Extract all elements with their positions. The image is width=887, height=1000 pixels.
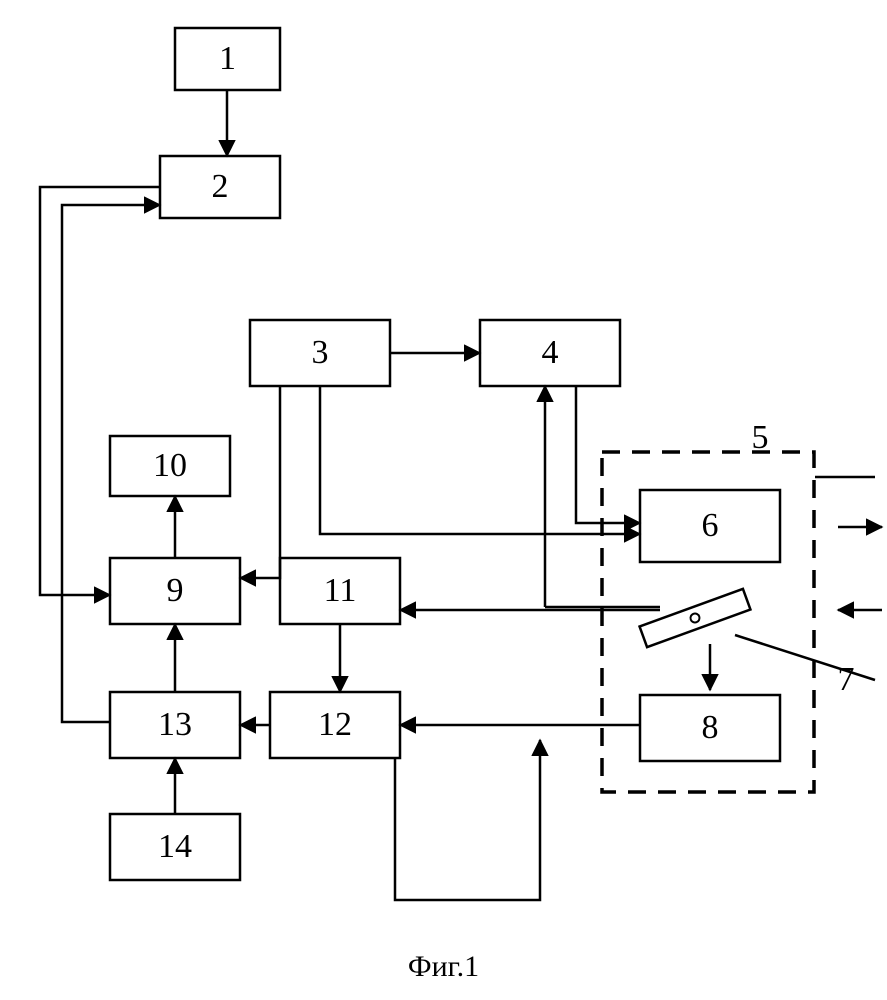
block-label-8: 8 bbox=[702, 709, 719, 746]
block-label-12: 12 bbox=[318, 706, 352, 743]
edge bbox=[395, 740, 540, 900]
block-13: 13 bbox=[110, 692, 240, 758]
edge bbox=[320, 386, 640, 534]
block-label-13: 13 bbox=[158, 706, 192, 743]
block-10: 10 bbox=[110, 436, 230, 496]
block-label-9: 9 bbox=[167, 572, 184, 609]
block-8: 8 bbox=[640, 695, 780, 761]
block-label-10: 10 bbox=[153, 447, 187, 484]
block-9: 9 bbox=[110, 558, 240, 624]
mirror-7 bbox=[640, 589, 751, 647]
block-4: 4 bbox=[480, 320, 620, 386]
block-label-1: 1 bbox=[219, 40, 236, 77]
edge bbox=[40, 187, 160, 595]
block-label-6: 6 bbox=[702, 507, 719, 544]
block-6: 6 bbox=[640, 490, 780, 562]
edge bbox=[240, 386, 280, 578]
block-14: 14 bbox=[110, 814, 240, 880]
edge bbox=[576, 386, 640, 523]
block-11: 11 bbox=[280, 558, 400, 624]
block-2: 2 bbox=[160, 156, 280, 218]
block-label-4: 4 bbox=[542, 334, 559, 371]
block-label-14: 14 bbox=[158, 828, 192, 865]
block-1: 1 bbox=[175, 28, 280, 90]
block-label-3: 3 bbox=[312, 334, 329, 371]
block-label-2: 2 bbox=[212, 168, 229, 205]
block-diagram: 5123468910111213147Фиг.1 bbox=[0, 0, 887, 1000]
block-12: 12 bbox=[270, 692, 400, 758]
label-5: 5 bbox=[752, 419, 769, 456]
block-label-11: 11 bbox=[324, 572, 357, 609]
block-3: 3 bbox=[250, 320, 390, 386]
figure-caption: Фиг.1 bbox=[408, 950, 479, 983]
label-7: 7 bbox=[838, 661, 855, 698]
